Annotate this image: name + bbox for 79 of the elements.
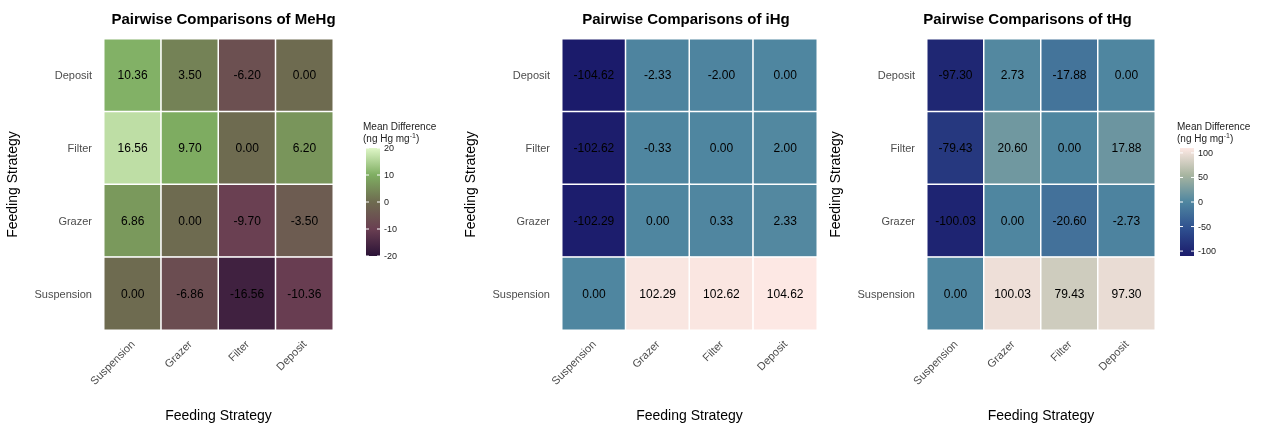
color-bar-label: 20 [384, 143, 395, 153]
data-label: -102.29 [573, 213, 615, 228]
data-label: 0.00 [709, 141, 734, 156]
y-tick-label: Deposit [54, 69, 92, 82]
data-label: -10.36 [287, 286, 322, 301]
y-tick-label: Suspension [857, 287, 915, 300]
data-label: -2.73 [1112, 213, 1141, 228]
data-label: -3.50 [290, 213, 319, 228]
color-bar-label: -20 [384, 251, 398, 261]
data-label: 0.00 [1057, 141, 1082, 156]
y-axis-title: Feeding Strategy [462, 131, 478, 238]
data-label: 0.00 [582, 286, 606, 301]
y-tick-label: Filter [67, 142, 93, 155]
data-label: 6.86 [120, 213, 145, 228]
data-label: 9.70 [178, 141, 202, 156]
data-label: -2.33 [643, 68, 672, 83]
data-label: 0.00 [1000, 213, 1025, 228]
data-label: 0.00 [1114, 68, 1139, 83]
data-label: 79.43 [1054, 286, 1085, 301]
data-label: 17.88 [1111, 141, 1142, 156]
color-bar-label: 10 [384, 170, 395, 180]
data-label: -6.86 [176, 286, 204, 301]
color-bar-label: -50 [1198, 221, 1212, 232]
data-label: -0.33 [643, 141, 672, 156]
data-label: 0.00 [943, 286, 968, 301]
color-bar-label: 0 [1198, 197, 1204, 207]
data-label: 100.03 [994, 286, 1032, 301]
data-label: 0.00 [120, 286, 145, 301]
y-tick-label: Suspension [492, 287, 550, 300]
data-label: 0.00 [292, 68, 317, 83]
y-tick-label: Grazer [881, 214, 916, 227]
y-axis-title: Feeding Strategy [4, 131, 20, 238]
data-label: -104.62 [573, 68, 615, 83]
y-tick-label: Grazer [58, 214, 93, 227]
x-axis-title: Feeding Strategy [165, 407, 272, 423]
data-label: 0.00 [235, 141, 260, 156]
data-label: 104.62 [766, 286, 804, 301]
data-label: -20.60 [1052, 213, 1087, 228]
data-label: -102.62 [573, 141, 615, 156]
y-tick-label: Filter [525, 142, 551, 155]
y-tick-label: Filter [890, 142, 916, 155]
chart-title: Pairwise Comparisons of iHg [582, 10, 790, 27]
data-label: 2.00 [773, 141, 798, 156]
data-label: 0.33 [709, 213, 734, 228]
data-label: -2.00 [707, 68, 736, 83]
color-bar-label: -10 [384, 224, 398, 234]
data-label: 102.62 [703, 286, 741, 301]
data-label: -17.88 [1052, 68, 1087, 83]
data-label: 6.20 [292, 141, 317, 156]
data-label: 0.00 [773, 68, 798, 83]
data-label: 3.50 [178, 68, 202, 83]
y-axis-title: Feeding Strategy [827, 131, 843, 238]
data-label: 10.36 [117, 68, 148, 83]
data-label: -100.03 [935, 213, 977, 228]
data-label: 97.30 [1111, 286, 1142, 301]
y-tick-label: Deposit [512, 69, 550, 82]
y-tick-label: Deposit [877, 69, 915, 82]
data-label: -97.30 [938, 68, 973, 83]
color-bar-label: 0 [384, 197, 390, 207]
data-label: 20.60 [997, 141, 1028, 156]
data-label: 16.56 [117, 141, 148, 156]
data-label: -6.20 [233, 68, 262, 83]
data-label: 0.00 [645, 213, 670, 228]
data-label: 102.29 [639, 286, 677, 301]
x-axis-title: Feeding Strategy [636, 407, 743, 423]
color-bar-label: 50 [1198, 172, 1209, 183]
data-label: 2.33 [773, 213, 798, 228]
color-bar-label: -100 [1198, 246, 1217, 257]
chart-title: Pairwise Comparisons of MeHg [111, 10, 336, 27]
data-label: -9.70 [233, 213, 262, 228]
x-axis-title: Feeding Strategy [987, 407, 1095, 423]
data-label: 2.73 [1000, 68, 1025, 83]
chart-title: Pairwise Comparisons of tHg [923, 10, 1132, 27]
data-label: -79.43 [938, 141, 973, 156]
color-bar-label: 100 [1198, 147, 1214, 158]
y-tick-label: Suspension [34, 287, 92, 300]
data-label: 0.00 [178, 213, 202, 228]
y-tick-label: Grazer [516, 214, 551, 227]
data-label: -16.56 [230, 286, 265, 301]
